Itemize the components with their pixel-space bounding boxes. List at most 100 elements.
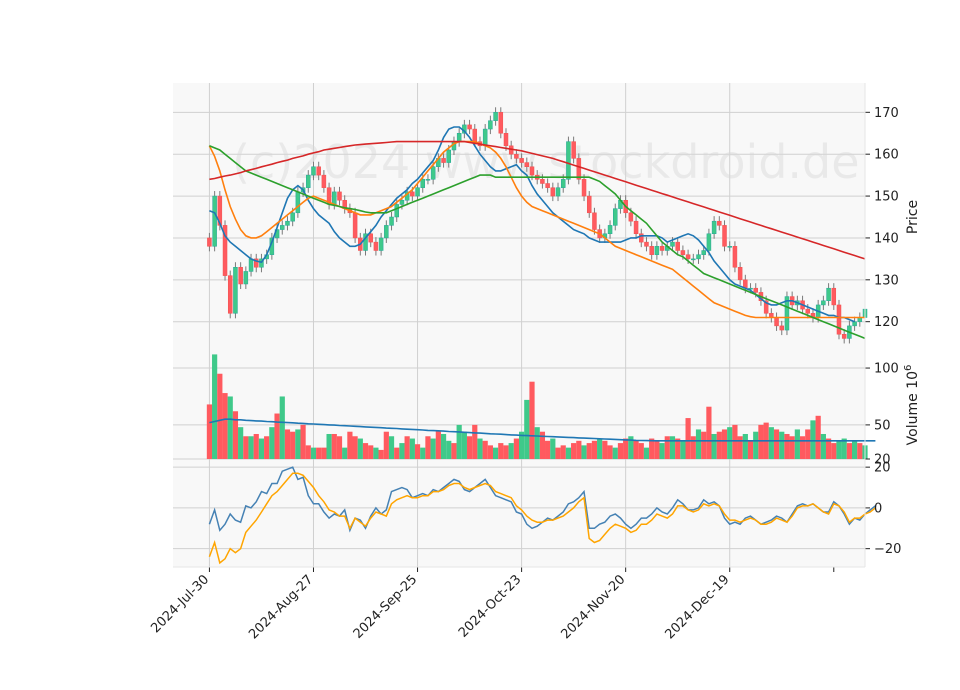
candle-body (841, 334, 847, 339)
volume-bar (264, 436, 270, 459)
volume-bar (466, 436, 473, 459)
volume-bar (352, 436, 358, 459)
volume-bar (217, 373, 223, 459)
candle-body (644, 241, 649, 247)
volume-bar (238, 427, 244, 459)
volume-bar (633, 440, 639, 459)
volume-bar (326, 433, 332, 459)
volume-bar (539, 431, 546, 459)
volume-bar (519, 431, 525, 459)
volume-bar (420, 447, 426, 459)
volume-bar (649, 438, 655, 459)
candle-body (774, 317, 779, 327)
candle-body (613, 208, 618, 226)
volume-bar (727, 427, 733, 459)
candle-body (389, 216, 394, 226)
y-tick-label: 20 (874, 461, 891, 476)
volume-bar (362, 443, 369, 459)
volume-bar (841, 438, 847, 459)
candle-body (295, 191, 301, 214)
y-tick-label: 0 (874, 501, 882, 516)
candle-body (248, 258, 254, 272)
candle-body (753, 287, 758, 293)
candle-body (332, 191, 337, 205)
volume-bar (310, 447, 317, 459)
volume-bar (799, 436, 806, 459)
candle-body (514, 153, 519, 159)
candle-body (519, 158, 524, 163)
candle-body (586, 195, 592, 214)
volume-bar (851, 440, 858, 459)
candle-body (633, 220, 639, 234)
volume-bar (758, 424, 764, 459)
volume-bar (383, 431, 389, 459)
candle-body (711, 220, 717, 234)
volume-bar (321, 447, 327, 459)
macd-layer (208, 466, 876, 565)
volume-bar (654, 440, 660, 459)
candle-body (420, 179, 425, 188)
x-tick-label: 2024-Nov-20 (558, 572, 628, 642)
volume-layer (206, 354, 876, 459)
volume-bar (669, 436, 676, 459)
candle-body (285, 220, 290, 226)
candle-body (384, 225, 389, 239)
y-tick-label: −20 (874, 542, 901, 557)
candle-body (727, 246, 732, 248)
x-tick-label: 2024-Jul-30 (148, 572, 212, 636)
volume-bar (784, 433, 790, 459)
candle-body (670, 241, 675, 247)
candle-body (456, 133, 462, 142)
volume-bar (290, 431, 296, 459)
candle-body (805, 308, 811, 314)
volume-bar (508, 443, 514, 459)
candle-body (207, 237, 212, 247)
candle-body (222, 225, 228, 276)
candle-body (831, 287, 837, 306)
volume-bar (404, 436, 410, 459)
candle-body (238, 267, 243, 285)
volume-bar (643, 447, 650, 459)
candle-body (722, 225, 727, 247)
volume-bar (675, 438, 681, 459)
volume-bar (222, 393, 228, 459)
candle-body (784, 296, 790, 331)
volume-bar (248, 436, 254, 459)
candle-body (685, 254, 691, 260)
volume-bar (425, 436, 431, 459)
volume-bar (815, 415, 821, 459)
volume-bar (732, 424, 738, 459)
candle-body (441, 158, 446, 163)
volume-bar (857, 443, 863, 459)
volume-bar (331, 433, 337, 459)
candle-body (529, 166, 535, 176)
candle-body (446, 149, 452, 163)
volume-bar (810, 420, 816, 459)
volume-bar (565, 447, 572, 459)
candle-body (311, 166, 316, 176)
candle-body (306, 174, 311, 188)
candle-body (649, 246, 654, 255)
candle-body (472, 128, 478, 142)
volume-bar (607, 445, 613, 459)
candle-body (550, 187, 556, 197)
volume-bar (773, 429, 780, 459)
volume-bar (680, 440, 686, 459)
volume-bar (685, 418, 691, 459)
moving-average-line (209, 126, 855, 323)
x-tick-label: 2024-Oct-23 (456, 572, 524, 640)
moving-average-line (209, 145, 866, 340)
y-tick-label: 50 (874, 418, 891, 433)
candle-body (430, 166, 436, 180)
volume-bar (695, 429, 702, 459)
volume-bar (737, 436, 743, 459)
candle-body (779, 325, 785, 331)
x-tick-label: 2024-Dec-19 (662, 572, 732, 642)
candle-body (482, 128, 488, 147)
candle-body (680, 250, 686, 255)
candle-body (524, 162, 530, 167)
candle-body (852, 321, 857, 327)
volume-bar (274, 413, 280, 459)
candle-body (675, 241, 680, 251)
